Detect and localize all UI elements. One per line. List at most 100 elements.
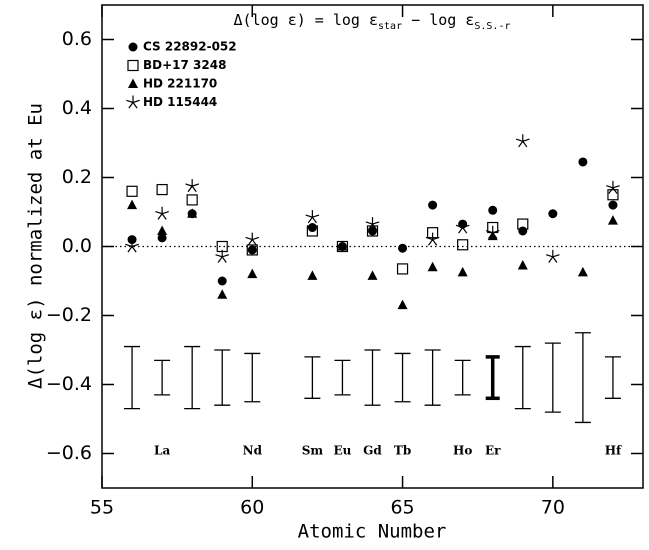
error-bar bbox=[364, 349, 381, 406]
marker-shape bbox=[515, 134, 530, 148]
marker-triangle bbox=[157, 225, 168, 235]
marker-shape bbox=[517, 259, 528, 270]
marker-shape bbox=[487, 230, 498, 241]
marker-shape bbox=[247, 268, 258, 279]
marker-shape bbox=[187, 208, 198, 218]
marker-triangle bbox=[128, 78, 138, 88]
title-part: S.S.-r bbox=[474, 21, 510, 32]
marker-shape bbox=[217, 289, 228, 299]
marker-shape bbox=[157, 225, 168, 235]
error-bar bbox=[124, 345, 141, 410]
marker-shape bbox=[306, 225, 318, 237]
marker-shape bbox=[457, 239, 469, 251]
marker-shape bbox=[155, 206, 169, 220]
legend-label: HD 221170 bbox=[143, 77, 217, 91]
error-bar bbox=[184, 345, 201, 410]
marker-triangle bbox=[217, 289, 228, 299]
marker-shape bbox=[305, 210, 320, 224]
x-tick-label: 55 bbox=[90, 497, 114, 519]
marker-square bbox=[366, 225, 379, 237]
marker-star bbox=[365, 217, 380, 231]
marker-shape bbox=[397, 299, 408, 310]
error-bar bbox=[334, 359, 351, 396]
marker-shape bbox=[128, 78, 138, 88]
marker-shape bbox=[365, 217, 380, 231]
marker-shape bbox=[577, 266, 588, 277]
marker-square bbox=[126, 185, 138, 197]
error-bar bbox=[244, 352, 261, 403]
legend-label: HD 115444 bbox=[143, 95, 217, 109]
marker-star bbox=[485, 225, 500, 239]
marker-shape bbox=[128, 42, 138, 52]
chart-title: Δ(log ε) = log εstar − log εS.S.-r bbox=[234, 11, 511, 32]
marker-shape bbox=[396, 263, 409, 275]
marker-shape bbox=[127, 59, 139, 72]
marker-circle bbox=[518, 226, 528, 236]
marker-shape bbox=[217, 276, 227, 286]
marker-triangle bbox=[307, 270, 318, 280]
marker-star bbox=[455, 220, 470, 234]
y-tick-label: 0.0 bbox=[62, 235, 92, 257]
marker-shape bbox=[366, 225, 379, 237]
element-label: La bbox=[154, 444, 170, 458]
marker-circle bbox=[548, 209, 558, 219]
error-bar bbox=[214, 349, 231, 406]
x-tick-label: 65 bbox=[390, 497, 414, 519]
y-tick-label: 0.4 bbox=[62, 97, 92, 119]
marker-square bbox=[607, 189, 619, 201]
y-tick-label: 0.2 bbox=[62, 166, 92, 188]
element-label: Tb bbox=[394, 444, 411, 458]
title-part: Δ(log ε) = log ε bbox=[234, 11, 379, 29]
marker-triangle bbox=[577, 266, 588, 277]
marker-square bbox=[156, 183, 168, 196]
marker-shape bbox=[247, 245, 257, 255]
marker-shape bbox=[457, 266, 468, 277]
marker-shape bbox=[518, 226, 528, 236]
marker-star bbox=[545, 249, 560, 263]
y-tick-label: −0.4 bbox=[46, 373, 92, 395]
marker-shape bbox=[126, 95, 140, 109]
error-bar bbox=[485, 355, 500, 401]
marker-square bbox=[186, 194, 198, 206]
y-tick-label: −0.6 bbox=[46, 442, 92, 464]
marker-shape bbox=[367, 270, 378, 280]
marker-square bbox=[306, 225, 318, 237]
marker-shape bbox=[455, 220, 470, 234]
x-tick-label: 70 bbox=[541, 497, 565, 519]
marker-star bbox=[305, 210, 320, 224]
marker-triangle bbox=[427, 261, 438, 272]
marker-circle bbox=[608, 200, 618, 210]
marker-shape bbox=[488, 205, 498, 215]
marker-shape bbox=[545, 249, 560, 263]
marker-triangle bbox=[517, 259, 528, 270]
error-bar bbox=[454, 359, 471, 396]
y-tick-label: 0.6 bbox=[62, 28, 92, 50]
marker-triangle bbox=[457, 266, 468, 277]
marker-triangle bbox=[607, 215, 618, 225]
element-label: Nd bbox=[243, 444, 263, 458]
marker-circle bbox=[157, 233, 167, 243]
marker-shape bbox=[185, 179, 200, 193]
marker-triangle bbox=[337, 241, 348, 251]
marker-triangle bbox=[487, 230, 498, 241]
legend-label: BD+17 3248 bbox=[143, 58, 226, 72]
marker-square bbox=[517, 218, 529, 230]
marker-shape bbox=[398, 243, 408, 253]
marker-shape bbox=[337, 241, 348, 251]
element-label: Ho bbox=[453, 444, 472, 458]
title-part: − log ε bbox=[402, 11, 474, 29]
marker-star bbox=[125, 239, 139, 253]
marker-circle bbox=[398, 243, 408, 253]
marker-square bbox=[246, 244, 258, 256]
error-bar bbox=[424, 349, 441, 406]
marker-shape bbox=[245, 232, 260, 246]
element-label: Gd bbox=[363, 444, 382, 458]
element-label: Hf bbox=[605, 444, 622, 458]
marker-shape bbox=[427, 261, 438, 272]
y-tick-label: −0.2 bbox=[46, 304, 92, 326]
element-label: Sm bbox=[302, 444, 324, 458]
marker-shape bbox=[608, 200, 618, 210]
legend-label: CS 22892-052 bbox=[143, 40, 237, 54]
marker-shape bbox=[186, 194, 198, 206]
